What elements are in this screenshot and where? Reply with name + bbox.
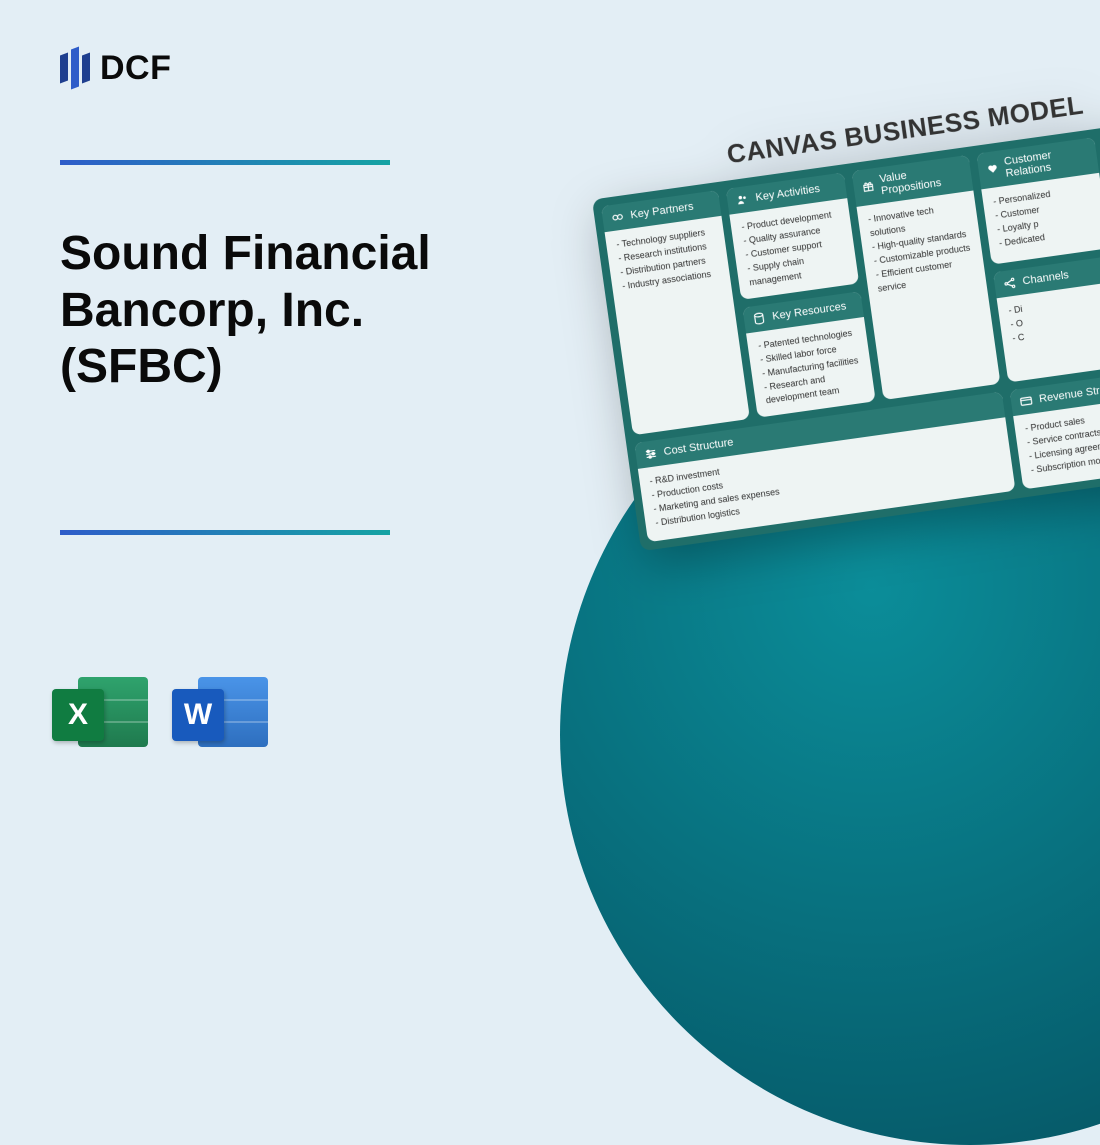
word-icon: W [172,671,268,759]
excel-icon: X [52,671,148,759]
canvas-preview: CANVAS BUSINESS MODEL Key Partners Techn… [586,70,1100,552]
word-icon-letter: W [172,689,224,741]
cell-label: Revenue Streams [1038,382,1100,406]
sliders-icon [643,446,659,462]
cell-body: Innovative tech solutionsHigh-quality st… [856,190,987,305]
cell-label: Cost Structure [663,437,734,459]
logo-bars-icon [60,44,90,92]
file-format-icons: X W [52,671,268,759]
people-icon [735,192,751,208]
gift-icon [861,179,876,195]
logo: DCF [60,44,171,92]
cell-body: Patented technologiesSkilled labor force… [746,317,875,418]
excel-icon-letter: X [52,689,104,741]
database-icon [752,310,768,326]
card-icon [1019,394,1035,410]
cell-body: Product developmentQuality assuranceCust… [730,198,859,299]
cell-label: Key Partners [630,201,695,222]
cell-key-activities: Key Activities Product developmentQualit… [726,172,859,299]
cell-key-partners: Key Partners Technology suppliersResearc… [601,190,750,436]
link-icon [610,209,626,225]
heart-icon [986,162,1000,178]
cell-label: Value Propositions [879,162,965,197]
cell-label: Key Activities [755,183,821,204]
cell-channels: Channels DiOC [993,256,1100,383]
cell-label: Customer Relations [1003,144,1090,179]
cell-customer-relations: Customer Relations PersonalizedCustomerL… [976,137,1100,264]
cell-body: Technology suppliersResearch institution… [605,216,732,304]
logo-text: DCF [100,49,171,88]
divider-bottom [60,530,390,535]
page-title: Sound Financial Bancorp, Inc. (SFBC) [60,226,490,396]
cell-body: PersonalizedCustomerLoyalty pDedicated [981,173,1100,261]
cell-label: Channels [1022,269,1070,287]
divider-top [60,160,390,165]
share-icon [1002,275,1018,291]
cell-value-propositions: Value Propositions Innovative tech solut… [851,155,1000,401]
cell-label: Key Resources [771,300,847,322]
cell-key-resources: Key Resources Patented technologiesSkill… [743,291,876,418]
